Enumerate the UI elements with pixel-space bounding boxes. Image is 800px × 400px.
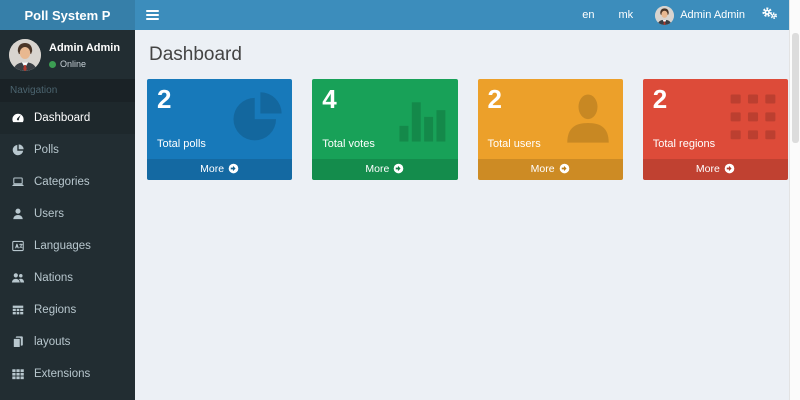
arrow-circle-right-icon (228, 163, 239, 175)
hamburger-icon (145, 10, 159, 12)
more-label: More (695, 163, 720, 175)
avatar (655, 5, 675, 25)
stat-card-total-votes: 4 Total votes More (312, 79, 458, 180)
arrow-circle-right-icon (393, 163, 404, 175)
navbar-user-menu[interactable]: Admin Admin (645, 5, 755, 25)
page-scrollbar[interactable] (789, 0, 800, 400)
stat-card-total-regions: 2 Total regions More (642, 79, 788, 180)
arrow-circle-right-icon (724, 163, 735, 175)
sidebar-item-label: Regions (34, 304, 77, 316)
sidebar-item-categories[interactable]: Categories (0, 166, 135, 198)
page-title: Dashboard (149, 44, 242, 65)
sidebar-item-label: Users (34, 208, 65, 220)
sidebar-item-label: Categories (34, 176, 90, 188)
sidebar-item-label: Languages (34, 240, 91, 252)
app-logo[interactable]: Poll System P (0, 0, 135, 30)
more-link[interactable]: More (147, 159, 293, 180)
sidebar-item-languages[interactable]: Languages (0, 230, 135, 262)
user-status: Online (49, 59, 120, 69)
sidebar-item-dashboard[interactable]: Dashboard (0, 102, 135, 134)
main-content: Dashboard 2 Total polls More 4 Total vot… (135, 30, 800, 400)
card-value: 2 (157, 84, 172, 114)
card-value: 4 (322, 84, 337, 114)
arrow-circle-right-icon (559, 163, 570, 175)
scrollbar-thumb[interactable] (792, 33, 799, 143)
sidebar: Admin Admin Online Navigation Dashboard … (0, 30, 135, 400)
card-label: Total polls (157, 138, 206, 150)
sidebar-user-name: Admin Admin (49, 42, 121, 54)
more-label: More (530, 163, 555, 175)
sidebar-toggle-button[interactable] (135, 0, 169, 30)
files-icon (11, 335, 25, 349)
user-status-label: Online (60, 59, 87, 70)
user-icon (11, 207, 25, 221)
pie-chart-icon (11, 143, 25, 157)
navbar-user-name: Admin Admin (680, 9, 745, 21)
card-label: Total users (487, 138, 541, 150)
card-value: 2 (652, 84, 668, 114)
more-link[interactable]: More (642, 159, 788, 180)
th-grid-icon (11, 367, 25, 381)
online-dot-icon (49, 60, 56, 68)
more-link[interactable]: More (477, 159, 623, 180)
lang-link-en[interactable]: en (582, 9, 595, 21)
card-label: Total regions (652, 138, 716, 150)
pie-chart-icon (229, 88, 285, 148)
sidebar-item-users[interactable]: Users (0, 198, 135, 230)
sidebar-item-extensions[interactable]: Extensions (0, 358, 135, 390)
more-link[interactable]: More (312, 159, 458, 180)
language-icon (11, 239, 25, 253)
more-label: More (365, 163, 390, 175)
top-navbar: Poll System P en mk Admin Admin (0, 0, 800, 30)
sidebar-menu: Dashboard Polls Categories Users Languag… (0, 102, 135, 390)
dashboard-icon (11, 111, 25, 125)
table-icon (11, 303, 25, 317)
th-grid-icon (725, 88, 781, 148)
sidebar-item-label: Extensions (34, 368, 91, 380)
sidebar-item-label: Dashboard (34, 112, 91, 124)
navbar-right: en mk Admin Admin (570, 0, 800, 30)
bar-chart-icon (395, 88, 451, 148)
sidebar-user-panel: Admin Admin Online (0, 30, 135, 79)
stat-cards-row: 2 Total polls More 4 Total votes More (147, 79, 788, 180)
stat-card-total-polls: 2 Total polls More (147, 79, 293, 180)
sidebar-nav-header: Navigation (0, 79, 135, 102)
users-icon (11, 271, 25, 285)
sidebar-item-label: Polls (34, 144, 59, 156)
settings-button[interactable] (755, 0, 784, 30)
card-label: Total votes (322, 138, 375, 150)
sidebar-item-nations[interactable]: Nations (0, 262, 135, 294)
avatar (9, 39, 41, 71)
sidebar-item-layouts[interactable]: layouts (0, 326, 135, 358)
lang-link-mk[interactable]: mk (618, 9, 634, 21)
sidebar-item-polls[interactable]: Polls (0, 134, 135, 166)
more-label: More (200, 163, 225, 175)
sidebar-item-regions[interactable]: Regions (0, 294, 135, 326)
person-icon (560, 88, 616, 148)
card-value: 2 (487, 84, 502, 114)
laptop-icon (11, 175, 25, 189)
stat-card-total-users: 2 Total users More (477, 79, 623, 180)
sidebar-item-label: layouts (34, 336, 71, 348)
sidebar-item-label: Nations (34, 272, 73, 284)
cogs-icon (761, 6, 778, 25)
